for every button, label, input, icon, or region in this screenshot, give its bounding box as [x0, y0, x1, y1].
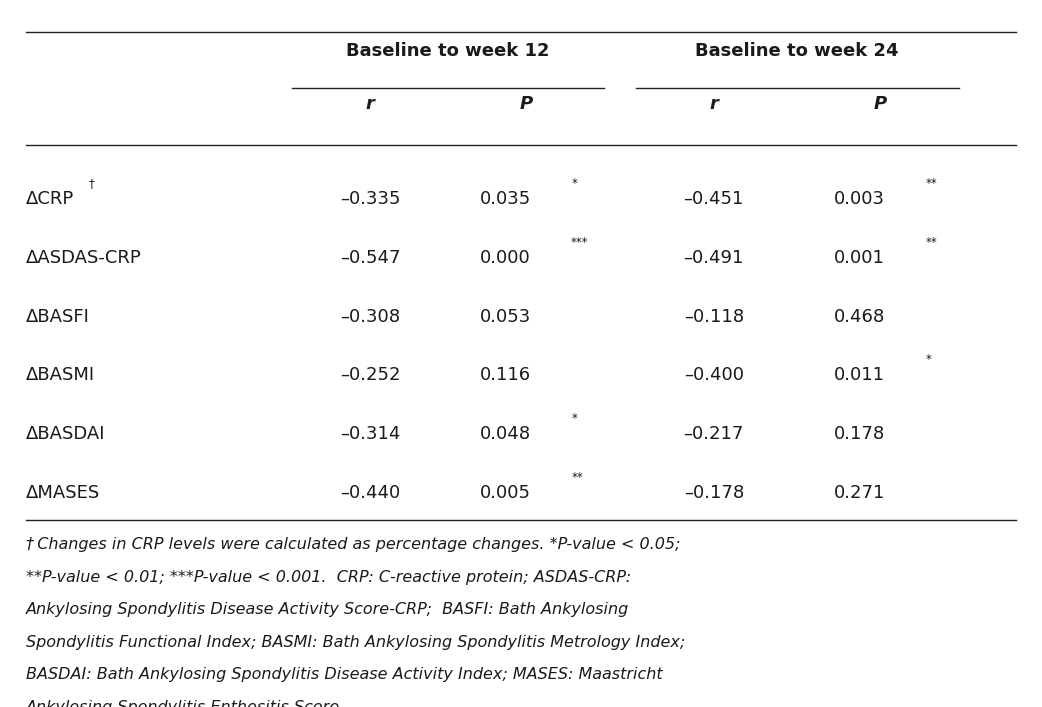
Text: † Changes in CRP levels were calculated as percentage changes. *P-value < 0.05;: † Changes in CRP levels were calculated … — [26, 537, 680, 552]
Text: –0.335: –0.335 — [340, 190, 400, 209]
Text: **: ** — [925, 177, 937, 190]
Text: 0.011: 0.011 — [835, 366, 885, 385]
Text: –0.118: –0.118 — [684, 308, 744, 326]
Text: Ankylosing Spondylitis Enthesitis Score.: Ankylosing Spondylitis Enthesitis Score. — [26, 700, 345, 707]
Text: *: * — [571, 177, 577, 190]
Text: 0.001: 0.001 — [835, 249, 885, 267]
Text: 0.178: 0.178 — [834, 425, 886, 443]
Text: –0.252: –0.252 — [340, 366, 400, 385]
Text: ΔCRP: ΔCRP — [26, 190, 74, 209]
Text: –0.178: –0.178 — [684, 484, 744, 502]
Text: *: * — [571, 412, 577, 425]
Text: ΔASDAS-CRP: ΔASDAS-CRP — [26, 249, 142, 267]
Text: †: † — [89, 177, 94, 190]
Text: Baseline to week 12: Baseline to week 12 — [346, 42, 550, 60]
Text: 0.003: 0.003 — [835, 190, 885, 209]
Text: –0.451: –0.451 — [684, 190, 744, 209]
Text: **P-value < 0.01; ***P-value < 0.001.  CRP: C-reactive protein; ASDAS-CRP:: **P-value < 0.01; ***P-value < 0.001. CR… — [26, 570, 631, 585]
Text: ΔMASES: ΔMASES — [26, 484, 100, 502]
Text: P: P — [520, 95, 532, 113]
Text: **: ** — [571, 471, 582, 484]
Text: 0.000: 0.000 — [480, 249, 530, 267]
Text: 0.116: 0.116 — [479, 366, 531, 385]
Text: r: r — [710, 95, 718, 113]
Text: –0.491: –0.491 — [684, 249, 744, 267]
Text: r: r — [366, 95, 374, 113]
Text: –0.308: –0.308 — [340, 308, 400, 326]
Text: 0.271: 0.271 — [834, 484, 886, 502]
Text: ΔBASDAI: ΔBASDAI — [26, 425, 105, 443]
Text: 0.468: 0.468 — [834, 308, 886, 326]
Text: **: ** — [925, 236, 937, 249]
Text: ΔBASFI: ΔBASFI — [26, 308, 90, 326]
Text: 0.035: 0.035 — [479, 190, 531, 209]
Text: *: * — [925, 354, 932, 366]
Text: BASDAI: Bath Ankylosing Spondylitis Disease Activity Index; MASES: Maastricht: BASDAI: Bath Ankylosing Spondylitis Dise… — [26, 667, 663, 682]
Text: Spondylitis Functional Index; BASMI: Bath Ankylosing Spondylitis Metrology Index: Spondylitis Functional Index; BASMI: Bat… — [26, 635, 686, 650]
Text: ***: *** — [571, 236, 589, 249]
Text: Baseline to week 24: Baseline to week 24 — [695, 42, 899, 60]
Text: –0.314: –0.314 — [340, 425, 400, 443]
Text: –0.217: –0.217 — [684, 425, 744, 443]
Text: ΔBASMI: ΔBASMI — [26, 366, 95, 385]
Text: –0.547: –0.547 — [340, 249, 400, 267]
Text: 0.005: 0.005 — [480, 484, 530, 502]
Text: 0.048: 0.048 — [479, 425, 531, 443]
Text: –0.440: –0.440 — [340, 484, 400, 502]
Text: –0.400: –0.400 — [684, 366, 744, 385]
Text: P: P — [874, 95, 887, 113]
Text: 0.053: 0.053 — [479, 308, 531, 326]
Text: Ankylosing Spondylitis Disease Activity Score-CRP;  BASFI: Bath Ankylosing: Ankylosing Spondylitis Disease Activity … — [26, 602, 629, 617]
